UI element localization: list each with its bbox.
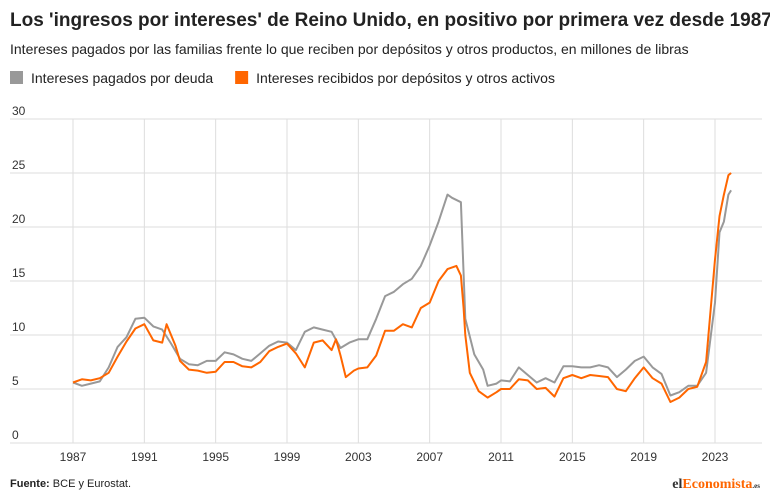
y-tick-label: 0: [12, 428, 19, 442]
y-tick-label: 20: [12, 212, 26, 226]
x-tick-label: 1991: [131, 450, 158, 464]
x-tick-label: 1995: [202, 450, 229, 464]
y-tick-label: 5: [12, 374, 19, 388]
legend-label: Intereses recibidos por depósitos y otro…: [256, 70, 555, 86]
legend-label: Intereses pagados por deuda: [31, 70, 213, 86]
chart-subtitle: Intereses pagados por las familias frent…: [10, 41, 689, 57]
x-tick-label: 2003: [345, 450, 372, 464]
y-tick-label: 25: [12, 158, 26, 172]
x-tick-label: 1987: [60, 450, 87, 464]
legend-swatch: [10, 71, 23, 84]
brand-main: Economista: [682, 477, 752, 492]
source: Fuente: BCE y Eurostat.: [10, 478, 131, 490]
y-tick-label: 30: [12, 104, 26, 118]
x-tick-label: 2019: [630, 450, 657, 464]
x-tick-label: 2023: [702, 450, 729, 464]
brand-suffix: .es: [752, 482, 760, 490]
y-tick-label: 15: [12, 266, 26, 280]
x-tick-label: 2007: [416, 450, 443, 464]
x-tick-label: 1999: [274, 450, 301, 464]
brand-pre: el: [672, 477, 682, 492]
source-text: BCE y Eurostat.: [53, 478, 131, 490]
source-label: Fuente:: [10, 478, 50, 490]
line-series: [72, 172, 732, 403]
x-tick-label: 2011: [488, 450, 514, 464]
brand-logo: elEconomista.es: [672, 477, 760, 492]
x-tick-label: 2015: [559, 450, 586, 464]
chart-title: Los 'ingresos por intereses' de Reino Un…: [10, 10, 770, 31]
line-series: [72, 189, 732, 397]
y-tick-label: 10: [12, 320, 26, 334]
legend-swatch: [235, 71, 249, 84]
